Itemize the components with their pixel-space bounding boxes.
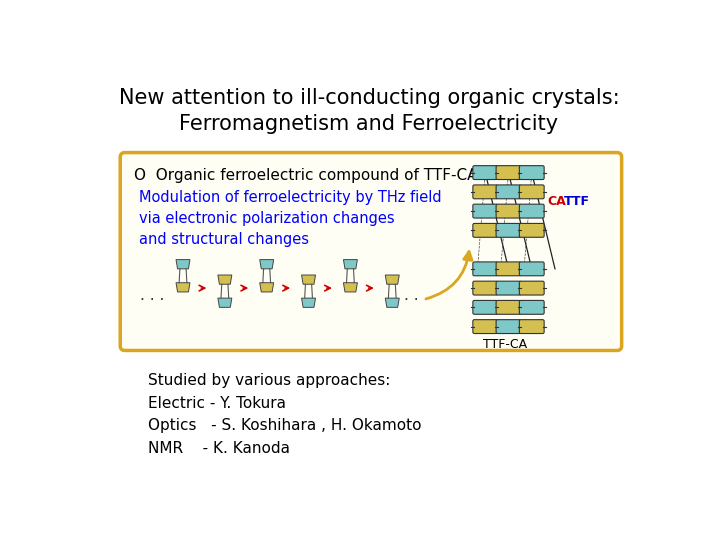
FancyBboxPatch shape (519, 320, 544, 334)
Polygon shape (343, 260, 357, 269)
Polygon shape (302, 275, 315, 284)
Polygon shape (385, 275, 399, 284)
Polygon shape (385, 298, 399, 307)
FancyArrowPatch shape (426, 252, 472, 299)
FancyBboxPatch shape (519, 224, 544, 237)
Polygon shape (176, 283, 190, 292)
FancyBboxPatch shape (519, 185, 544, 199)
FancyBboxPatch shape (473, 204, 498, 218)
FancyBboxPatch shape (496, 166, 521, 179)
Text: . . .: . . . (404, 288, 428, 303)
Text: New attention to ill-conducting organic crystals:
Ferromagnetism and Ferroelectr: New attention to ill-conducting organic … (119, 88, 619, 133)
FancyBboxPatch shape (120, 153, 621, 350)
FancyBboxPatch shape (473, 224, 498, 237)
FancyBboxPatch shape (519, 166, 544, 179)
Text: . . .: . . . (140, 288, 165, 303)
FancyBboxPatch shape (496, 204, 521, 218)
FancyBboxPatch shape (519, 262, 544, 276)
Polygon shape (176, 260, 190, 269)
Polygon shape (260, 283, 274, 292)
FancyBboxPatch shape (519, 281, 544, 295)
FancyBboxPatch shape (519, 300, 544, 314)
FancyBboxPatch shape (519, 204, 544, 218)
Polygon shape (260, 260, 274, 269)
FancyBboxPatch shape (473, 300, 498, 314)
FancyBboxPatch shape (496, 185, 521, 199)
FancyBboxPatch shape (473, 262, 498, 276)
FancyBboxPatch shape (473, 320, 498, 334)
FancyBboxPatch shape (496, 224, 521, 237)
FancyBboxPatch shape (473, 166, 498, 179)
Text: TTF-CA: TTF-CA (482, 338, 527, 351)
FancyBboxPatch shape (496, 300, 521, 314)
FancyBboxPatch shape (473, 185, 498, 199)
Text: TTF: TTF (564, 195, 590, 208)
Polygon shape (302, 298, 315, 307)
FancyBboxPatch shape (496, 281, 521, 295)
Text: Modulation of ferroelectricity by THz field
via electronic polarization changes
: Modulation of ferroelectricity by THz fi… (139, 190, 441, 247)
FancyBboxPatch shape (473, 281, 498, 295)
Text: CA: CA (547, 195, 566, 208)
Text: Studied by various approaches:
Electric - Y. Tokura
Optics   - S. Koshihara , H.: Studied by various approaches: Electric … (148, 373, 422, 456)
Polygon shape (218, 298, 232, 307)
FancyBboxPatch shape (496, 262, 521, 276)
Text: O  Organic ferroelectric compound of TTF-CA: O Organic ferroelectric compound of TTF-… (134, 168, 477, 183)
FancyBboxPatch shape (496, 320, 521, 334)
Polygon shape (218, 275, 232, 284)
Polygon shape (343, 283, 357, 292)
